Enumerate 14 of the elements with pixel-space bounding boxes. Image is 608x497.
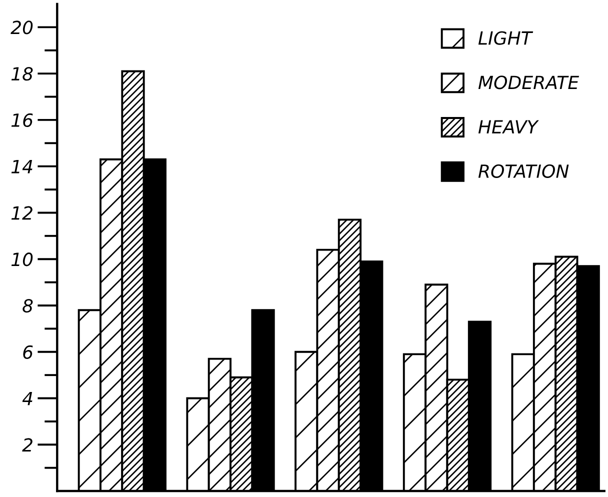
y-tick-label: 14 bbox=[11, 160, 32, 174]
y-tick-label: 8 bbox=[22, 298, 33, 313]
legend-label: LIGHT bbox=[478, 31, 534, 45]
y-tick-label: 10 bbox=[11, 252, 33, 266]
y-tick-label: 18 bbox=[11, 67, 33, 81]
y-tick-label: 12 bbox=[11, 206, 32, 220]
legend-label: ROTATION bbox=[478, 164, 569, 178]
y-tick-label: 20 bbox=[10, 20, 33, 34]
legend-label: MODERATE bbox=[478, 76, 580, 90]
legend-label: HEAVY bbox=[478, 120, 539, 134]
y-tick-label: 16 bbox=[11, 113, 33, 128]
y-tick-label: 6 bbox=[23, 345, 33, 359]
y-tick-label: 4 bbox=[22, 392, 32, 406]
y-tick-label: 2 bbox=[22, 438, 32, 452]
